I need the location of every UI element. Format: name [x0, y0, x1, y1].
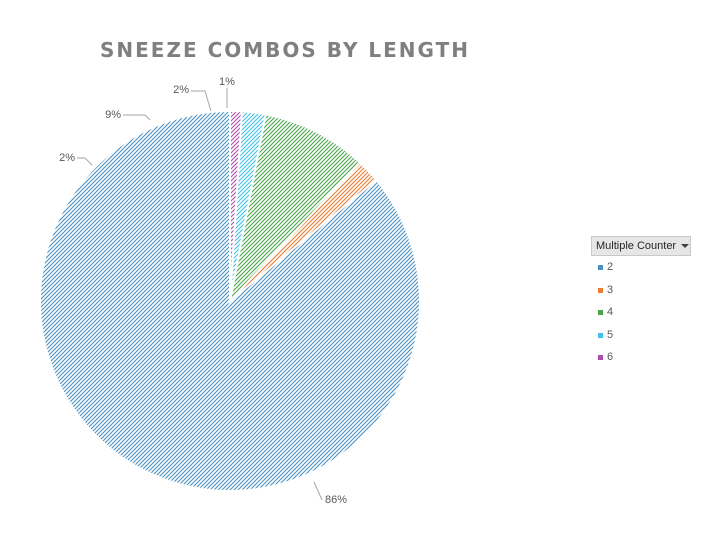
data-label-2: 86%	[325, 494, 347, 506]
leader-line-5	[191, 90, 212, 112]
legend-label: 4	[607, 306, 614, 318]
legend-item-5: 5	[591, 324, 691, 347]
legend-label: 5	[607, 328, 614, 341]
pie-data-labels: 86% 2% 9% 2% 1%	[59, 76, 347, 506]
data-label-5: 2%	[173, 84, 189, 96]
data-label-6: 1%	[219, 76, 235, 88]
pie-slice-4[interactable]	[228, 113, 362, 305]
legend: Multiple Counter 2 3 4 5 6	[591, 236, 691, 369]
legend-item-6: 6	[591, 346, 691, 369]
legend-swatch-icon	[598, 310, 603, 315]
pie-slice-6[interactable]	[229, 109, 243, 302]
legend-item-2: 2	[591, 256, 691, 279]
legend-label: 6	[607, 351, 614, 363]
legend-filter-button[interactable]: Multiple Counter	[591, 236, 691, 256]
leader-line-2	[313, 481, 323, 501]
data-label-4: 9%	[105, 109, 121, 121]
legend-swatch-icon	[598, 287, 603, 293]
legend-item-4: 4	[591, 301, 691, 324]
legend-item-3: 3	[591, 279, 691, 302]
leader-line-3	[77, 157, 93, 166]
legend-label: 3	[607, 283, 614, 296]
chart-title: SNEEZE COMBOS BY LENGTH	[100, 38, 470, 62]
pie-slices	[39, 109, 421, 492]
legend-swatch-icon	[598, 265, 603, 270]
legend-swatch-icon	[598, 355, 603, 360]
legend-label: 2	[607, 261, 614, 273]
legend-swatch-icon	[598, 332, 603, 338]
leader-line-4	[123, 114, 151, 121]
dropdown-arrow-icon	[681, 244, 690, 249]
data-label-3: 2%	[59, 152, 75, 164]
legend-items: 2 3 4 5 6	[591, 256, 691, 369]
legend-title: Multiple Counter	[596, 240, 677, 252]
